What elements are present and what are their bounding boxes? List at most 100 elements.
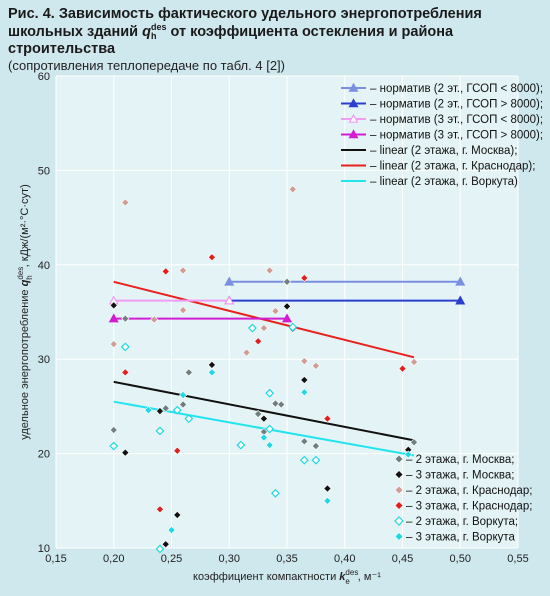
x-axis-label: коэффициент компактности kdes e , м⁻¹ (193, 568, 381, 586)
x-tick-label: 0,15 (45, 553, 66, 565)
data-point (179, 400, 188, 409)
x-axis-symbol: k (339, 571, 346, 583)
data-point (184, 368, 193, 377)
x-axis-label-pre: коэффициент компактности (193, 571, 339, 583)
x-axis-symbol-sup: des (345, 568, 358, 577)
y-tick-label: 10 (38, 543, 50, 555)
data-point (299, 455, 309, 465)
caption-line-3: (сопротивления теплопередаче по табл. 4 … (8, 58, 285, 73)
data-point (144, 406, 153, 415)
y-axis-label: удельное энергопотребление qdesh , кДж/(м… (16, 184, 34, 440)
data-point (300, 437, 309, 446)
data-point (179, 391, 188, 400)
legend-swatch-marker (394, 501, 404, 510)
x-tick-label: 0,25 (161, 553, 182, 565)
y-tick-label: 30 (38, 354, 50, 366)
data-point (311, 442, 320, 451)
data-point (207, 253, 216, 262)
data-point (282, 302, 292, 311)
data-point (155, 505, 164, 514)
y-tick-label: 40 (38, 260, 50, 272)
legend-label: – linear (2 этажа, г. Краснодар); (370, 161, 535, 173)
data-point (259, 414, 268, 423)
data-point (155, 544, 165, 554)
x-tick-label: 0,45 (392, 553, 413, 565)
legend-swatch-marker (348, 98, 359, 108)
norm-line-marker (224, 295, 235, 305)
legend-swatch-marker (394, 516, 404, 526)
data-point (167, 526, 176, 535)
legend-label: – 2 этажа, г. Москва; (406, 454, 514, 466)
x-tick-label: 0,55 (507, 553, 528, 565)
data-point (109, 340, 118, 349)
caption-symbol-sub: h (150, 31, 157, 41)
legend-swatch-marker (348, 113, 359, 123)
data-point (254, 409, 263, 418)
norm-line-marker (455, 295, 466, 305)
norm-line-marker (455, 276, 466, 286)
caption-symbol-sup: des (150, 22, 167, 32)
data-point (173, 510, 182, 519)
x-tick-label: 0,30 (219, 553, 240, 565)
data-point (265, 388, 275, 398)
legend-label: – 2 этажа, г. Воркута; (406, 516, 518, 528)
x-tick-label: 0,50 (450, 553, 471, 565)
data-point (271, 399, 280, 408)
data-point (236, 440, 246, 450)
data-point (242, 348, 251, 357)
data-point (109, 441, 119, 451)
data-point (410, 438, 419, 447)
legend: – норматив (2 эт., ГСОП < 8000); – нормат… (341, 82, 543, 544)
data-point (121, 368, 130, 377)
data-point (288, 185, 297, 194)
x-tick-label: 0,20 (103, 553, 124, 565)
data-point (173, 446, 182, 455)
data-point (155, 426, 165, 436)
data-point (311, 455, 321, 465)
norm-line-marker (224, 276, 235, 286)
data-point (247, 323, 257, 333)
figure-caption: Рис. 4. Зависимость фактического удельно… (8, 6, 543, 74)
legend-label: – linear (2 этажа, г. Воркута) (370, 176, 518, 188)
data-point (150, 315, 159, 324)
y-axis-symbol: q (19, 279, 31, 286)
legend-label: – норматив (3 эт., ГСОП > 8000); (370, 130, 543, 142)
caption-line-1: Рис. 4. Зависимость фактического удельно… (8, 6, 482, 22)
data-points (109, 185, 419, 554)
data-point (121, 448, 130, 457)
data-point (300, 273, 309, 283)
data-point (300, 357, 309, 366)
y-axis-label-pre: удельное энергопотребление (19, 286, 31, 439)
data-point (121, 314, 130, 323)
y-tick-label: 20 (38, 449, 50, 461)
caption-line-2: школьных зданий q des h от коэффициента ос… (8, 23, 543, 58)
y-tick-label: 50 (38, 165, 50, 177)
data-point (161, 404, 170, 413)
norm-line-marker (108, 313, 119, 323)
grid-lines (55, 75, 519, 549)
caption-line-2-pre: школьных зданий (8, 23, 143, 40)
y-axis-symbol-sup: des (16, 267, 25, 280)
data-point (207, 368, 216, 377)
data-point (404, 450, 413, 459)
data-point (271, 488, 280, 498)
legend-swatch-marker (394, 470, 404, 479)
legend-label: – 3 этажа, г. Воркута (406, 532, 516, 544)
data-point (121, 198, 130, 207)
y-axis-symbol-sub: h (25, 275, 34, 279)
legend-label: – 2 этажа, г. Краснодар; (406, 485, 532, 497)
data-point (300, 375, 309, 384)
data-point (265, 441, 274, 450)
x-axis-label-post: , м⁻¹ (358, 571, 381, 583)
data-point (161, 540, 170, 549)
y-tick-label: 60 (38, 71, 50, 83)
data-point (259, 324, 268, 333)
legend-swatch-marker (394, 454, 404, 464)
data-point (311, 361, 320, 370)
data-point (179, 306, 188, 315)
legend-swatch-marker (348, 82, 359, 92)
caption-symbol: q (142, 23, 151, 40)
series-lines (108, 276, 466, 457)
legend-label: – норматив (3 эт., ГСОП < 8000); (370, 114, 543, 126)
x-tick-label: 0,35 (276, 553, 297, 565)
